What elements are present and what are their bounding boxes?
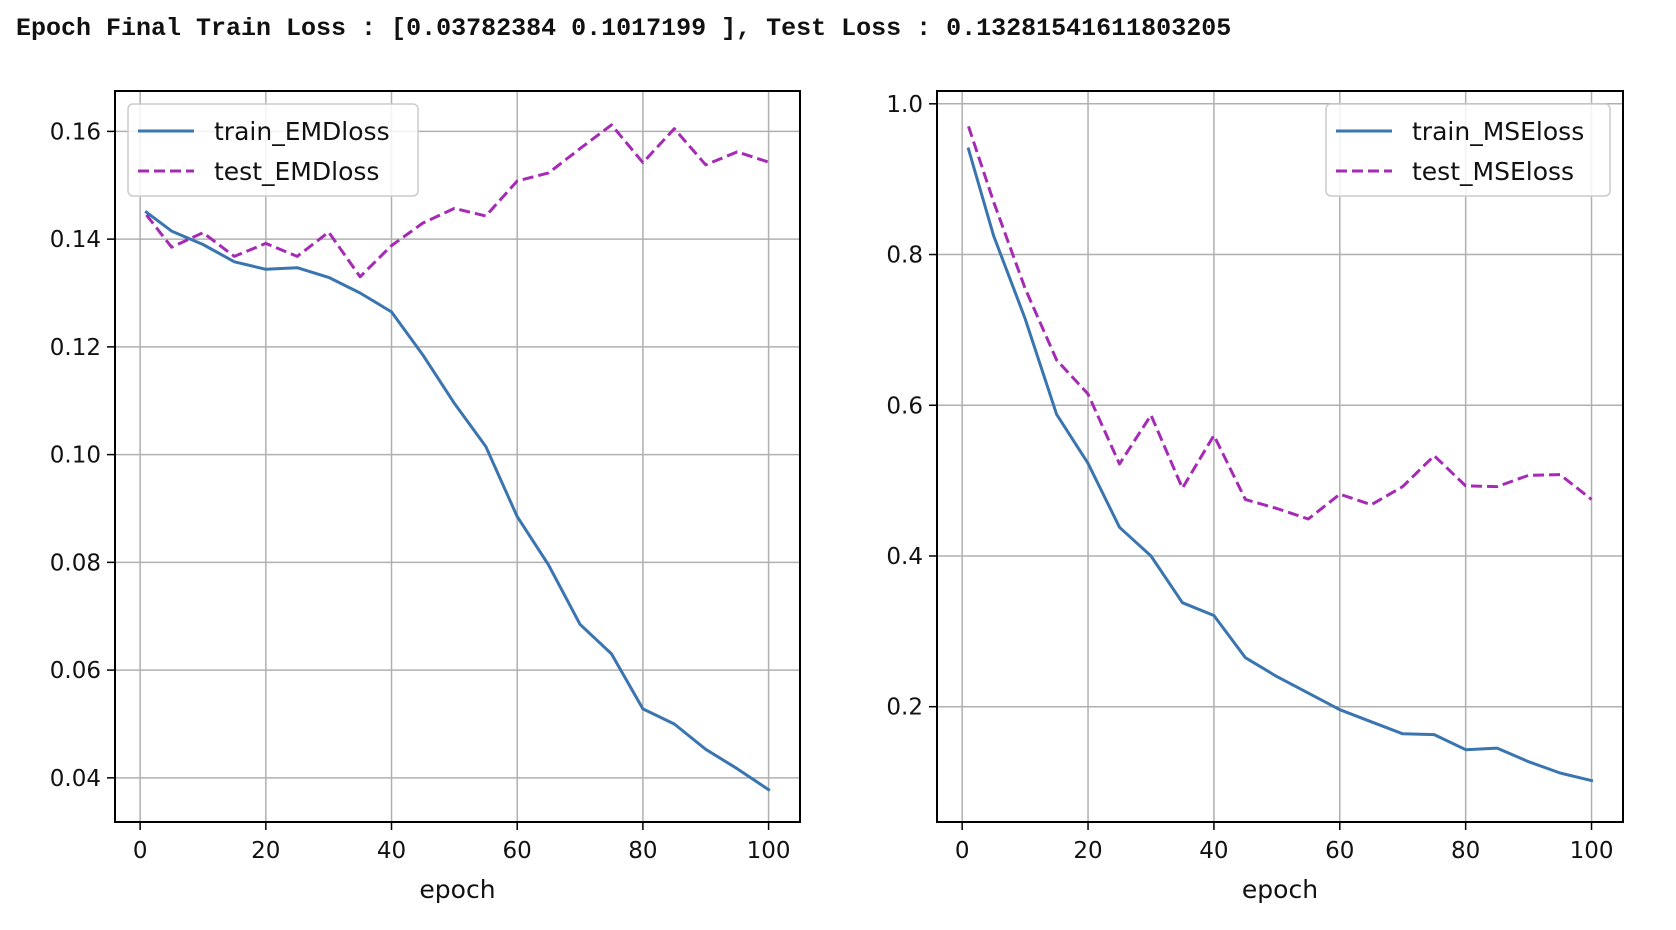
plot-frame — [114, 90, 801, 823]
y-tick-label: 0.12 — [50, 335, 101, 361]
x-tick-label: 60 — [1325, 838, 1354, 864]
x-tick-label: 80 — [628, 838, 657, 864]
series-line-test_MSEloss — [967, 125, 1593, 521]
series-line-test_EMDloss — [145, 123, 770, 279]
legend-label-test_MSEloss: test_MSEloss — [1412, 157, 1574, 186]
y-tick-label: 0.06 — [50, 658, 101, 684]
y-tick-label: 0.2 — [886, 695, 923, 721]
y-tick-label: 0.04 — [50, 766, 101, 792]
legend-label-test_EMDloss: test_EMDloss — [214, 157, 379, 186]
chart-panel-2: 0 20 40 60 80 100 0.2 0.4 0.6 0.8 1.0 epoch train_MS… — [886, 90, 1624, 904]
y-tick-label: 0.16 — [50, 119, 101, 145]
y-tick-label: 0.6 — [886, 393, 923, 419]
y-tick-label: 0.10 — [50, 443, 101, 469]
x-tick-label: 40 — [377, 838, 406, 864]
x-tick-label: 20 — [1073, 838, 1102, 864]
legend-box — [127, 103, 419, 197]
y-tick-label: 0.8 — [886, 243, 923, 269]
x-tick-label: 60 — [503, 838, 532, 864]
x-tick-label: 40 — [1199, 838, 1228, 864]
x-tick-label: 20 — [251, 838, 280, 864]
x-axis-label: epoch — [419, 875, 495, 904]
chart-panel-1: 0 20 40 60 80 100 0.04 0.06 0.08 0.10 0.12 0.14 0.16… — [50, 90, 801, 904]
legend-label-train_EMDloss: train_EMDloss — [214, 117, 390, 146]
legend-label-train_MSEloss: train_MSEloss — [1412, 117, 1584, 146]
x-tick-label: 100 — [747, 838, 791, 864]
y-tick-label: 0.4 — [886, 544, 923, 570]
x-tick-label: 100 — [1570, 838, 1614, 864]
y-tick-label: 1.0 — [886, 92, 923, 118]
x-tick-label: 0 — [133, 838, 148, 864]
legend-box — [1325, 103, 1611, 197]
series-line-train_EMDloss — [144, 210, 771, 792]
y-tick-label: 0.08 — [50, 550, 101, 576]
series-line-train_MSEloss — [966, 147, 1594, 783]
x-axis-label: epoch — [1242, 875, 1318, 904]
y-tick-label: 0.14 — [50, 227, 101, 253]
plot-frame — [936, 90, 1624, 823]
x-tick-label: 80 — [1451, 838, 1480, 864]
header-summary: Epoch Final Train Loss : [0.03782384 0.1… — [16, 14, 1232, 43]
x-tick-label: 0 — [955, 838, 970, 864]
